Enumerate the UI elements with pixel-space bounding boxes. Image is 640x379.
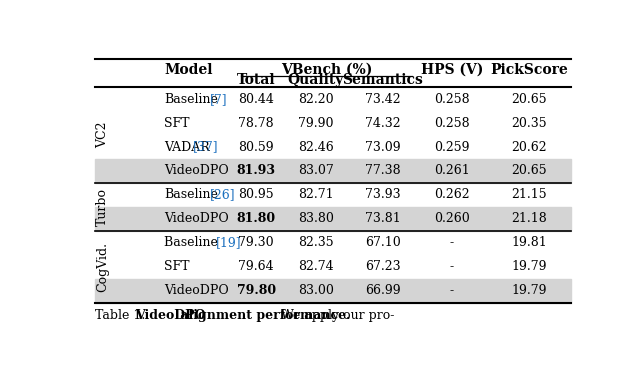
Text: PickScore: PickScore [490,63,568,77]
Text: 0.258: 0.258 [434,93,470,106]
Text: 66.99: 66.99 [365,284,401,297]
Text: Quality: Quality [287,73,344,87]
Text: 81.93: 81.93 [237,164,276,177]
Text: 67.23: 67.23 [365,260,401,273]
Text: 79.30: 79.30 [238,236,274,249]
Text: 79.80: 79.80 [237,284,276,297]
Text: 82.74: 82.74 [298,260,333,273]
Text: 67.10: 67.10 [365,236,401,249]
Text: Baseline: Baseline [164,236,222,249]
Text: 73.09: 73.09 [365,141,401,153]
Text: alignment performance.: alignment performance. [176,309,351,322]
Text: We apply our pro-: We apply our pro- [273,309,395,322]
Text: 80.59: 80.59 [238,141,274,153]
Text: 79.90: 79.90 [298,117,333,130]
Text: [19]: [19] [216,236,241,249]
Text: SFT: SFT [164,260,190,273]
Text: Baseline: Baseline [164,93,218,106]
Text: [26]: [26] [210,188,236,201]
Text: 82.46: 82.46 [298,141,333,153]
Bar [95,159,571,183]
Text: 0.258: 0.258 [434,117,470,130]
Text: 83.00: 83.00 [298,284,333,297]
Text: Baseline: Baseline [164,188,218,201]
Text: 19.79: 19.79 [511,260,547,273]
Text: 19.79: 19.79 [511,284,547,297]
Text: 73.42: 73.42 [365,93,401,106]
Text: VideoDPO: VideoDPO [164,212,229,226]
Text: SFT: SFT [164,117,190,130]
Text: 80.44: 80.44 [238,93,274,106]
Text: 83.80: 83.80 [298,212,333,226]
Text: 0.259: 0.259 [435,141,470,153]
Text: 0.261: 0.261 [434,164,470,177]
Text: Semantics: Semantics [342,73,423,87]
Text: VideoDPO: VideoDPO [164,284,229,297]
Text: [7]: [7] [210,93,228,106]
Text: 0.262: 0.262 [434,188,470,201]
Text: 20.65: 20.65 [511,164,547,177]
Text: 79.64: 79.64 [238,260,274,273]
Text: -: - [450,284,454,297]
Text: Turbo: Turbo [96,188,109,226]
Text: 80.95: 80.95 [238,188,274,201]
Text: 20.35: 20.35 [511,117,547,130]
Text: 82.35: 82.35 [298,236,333,249]
Text: 20.65: 20.65 [511,93,547,106]
Text: 0.260: 0.260 [434,212,470,226]
Text: VADAR: VADAR [164,141,210,153]
Text: 21.18: 21.18 [511,212,547,226]
Text: 73.81: 73.81 [365,212,401,226]
Bar [95,207,571,231]
Text: -: - [450,236,454,249]
Text: 73.93: 73.93 [365,188,401,201]
Text: VideoDPO: VideoDPO [164,164,229,177]
Text: 21.15: 21.15 [511,188,547,201]
Text: 74.32: 74.32 [365,117,401,130]
Text: [37]: [37] [193,141,218,153]
Text: 82.71: 82.71 [298,188,333,201]
Text: HPS (V): HPS (V) [421,63,483,77]
Text: 81.80: 81.80 [237,212,276,226]
Text: -: - [450,260,454,273]
Text: 83.07: 83.07 [298,164,333,177]
Text: VideoDPO: VideoDPO [136,309,206,322]
Text: 82.20: 82.20 [298,93,333,106]
Bar [95,279,571,302]
Text: Total: Total [237,73,275,87]
Text: VBench (%): VBench (%) [281,63,372,77]
Text: CogVid.: CogVid. [96,242,109,292]
Text: 78.78: 78.78 [238,117,274,130]
Text: 19.81: 19.81 [511,236,547,249]
Text: 77.38: 77.38 [365,164,401,177]
Text: Model: Model [164,63,213,77]
Text: Table 1.: Table 1. [95,309,145,322]
Text: VC2: VC2 [96,122,109,148]
Text: 20.62: 20.62 [511,141,547,153]
